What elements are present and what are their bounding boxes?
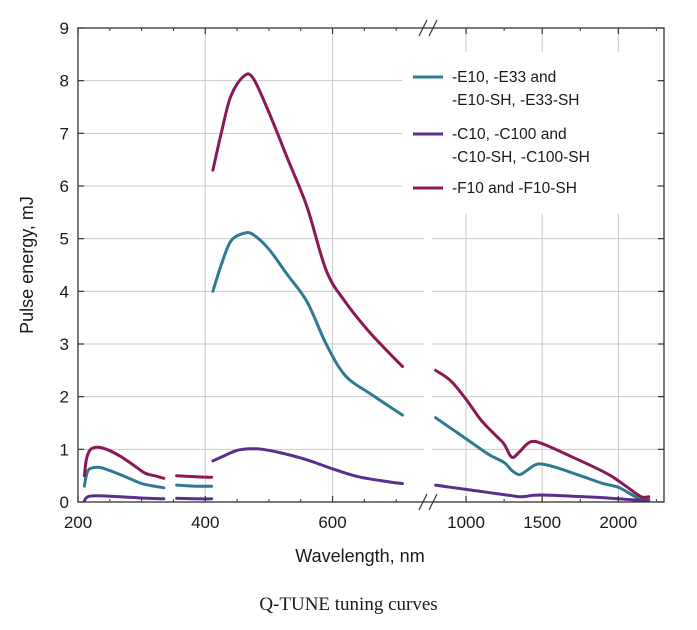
x-tick-label: 1000	[447, 513, 485, 532]
y-tick-label: 5	[60, 230, 69, 249]
y-tick-label: 2	[60, 388, 69, 407]
y-tick-label: 0	[60, 493, 69, 512]
x-axis-title: Wavelength, nm	[295, 546, 424, 566]
y-tick-label: 4	[60, 282, 69, 301]
series-line-1-segment-3	[211, 231, 404, 417]
y-axis-title: Pulse energy, mJ	[17, 196, 37, 334]
y-tick-label: 6	[60, 177, 69, 196]
figure-caption: Q-TUNE tuning curves	[259, 594, 438, 615]
series-line-1-segment-4	[434, 416, 651, 502]
series-line-3-segment-2	[175, 474, 214, 479]
series-line-2-segment-1	[82, 494, 166, 503]
series-line-3-segment-1	[82, 445, 166, 480]
y-tick-label: 9	[60, 19, 69, 38]
series-line-1-segment-1	[82, 465, 166, 490]
series-line-1-segment-2	[175, 483, 214, 488]
legend-label-3: -F10 and -F10-SH	[452, 180, 577, 197]
x-tick-label: 600	[318, 513, 346, 532]
x-tick-label: 200	[64, 513, 92, 532]
tuning-chart: 200 400 600 1000 1500 2000 0 1 2 3 4 5 6 7 8 9 -E10, -E…	[17, 19, 665, 566]
legend-label-2: -C10, -C100 and	[452, 126, 567, 143]
axis-ticks: 200 400 600 1000 1500 2000 0 1 2 3 4 5 6 7 8 9	[60, 19, 664, 532]
legend-label-2: -C10-SH, -C100-SH	[452, 149, 590, 166]
plot-frame	[77, 27, 665, 503]
series-layer	[82, 72, 651, 503]
y-tick-label: 3	[60, 335, 69, 354]
legend-label-1: -E10-SH, -E33-SH	[452, 92, 579, 109]
y-tick-label: 1	[60, 440, 69, 459]
axis-break-gap	[424, 27, 432, 503]
legend-background	[402, 52, 656, 214]
series-line-2-segment-3	[211, 447, 404, 486]
x-tick-label: 400	[191, 513, 219, 532]
legend-label-1: -E10, -E33 and	[452, 69, 556, 86]
series-line-3-segment-4	[434, 368, 651, 499]
legend: -E10, -E33 and -E10-SH, -E33-SH -C10, -C10…	[402, 52, 656, 214]
series-line-2-segment-4	[434, 483, 651, 503]
y-tick-label: 7	[60, 124, 69, 143]
x-tick-label: 2000	[599, 513, 637, 532]
series-line-3-segment-3	[211, 72, 404, 369]
series-line-2-segment-2	[175, 496, 214, 501]
x-tick-label: 1500	[523, 513, 561, 532]
grid-lines	[77, 28, 664, 502]
y-tick-label: 8	[60, 72, 69, 91]
